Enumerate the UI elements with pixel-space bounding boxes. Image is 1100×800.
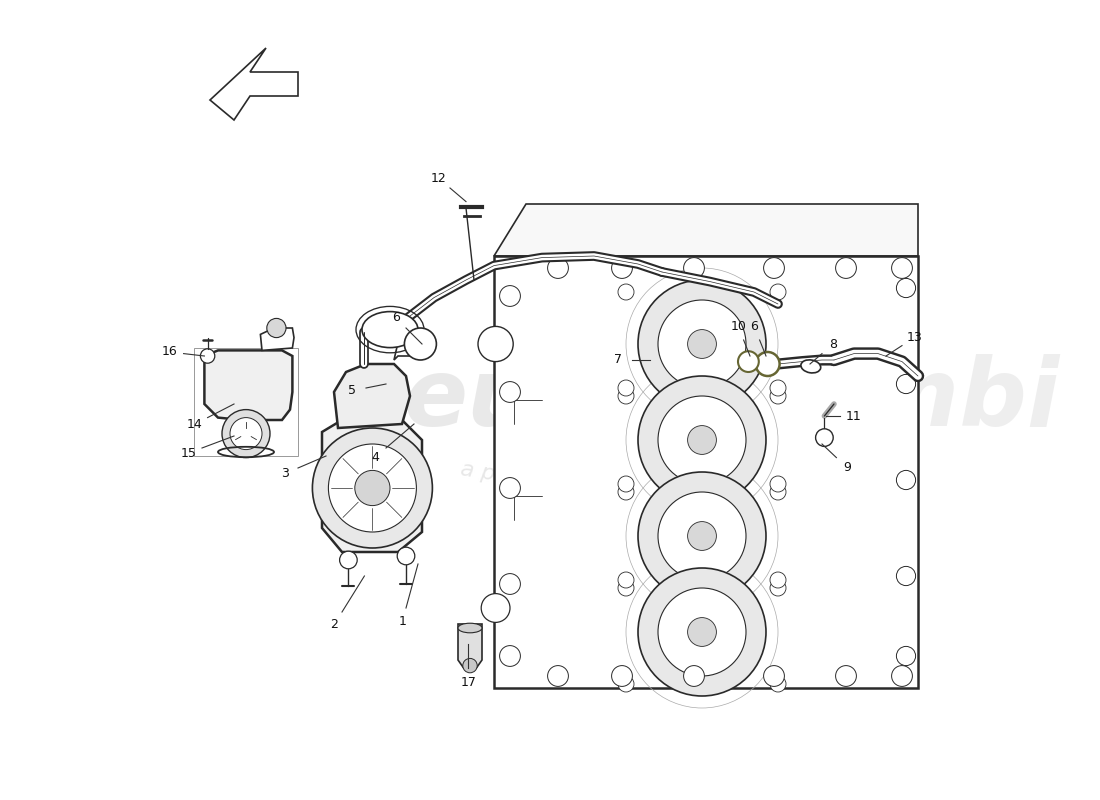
Circle shape [770,676,786,692]
Circle shape [222,410,270,458]
Circle shape [658,396,746,484]
Text: 16: 16 [162,346,177,358]
Circle shape [618,476,634,492]
Circle shape [770,388,786,404]
Circle shape [836,666,857,686]
Circle shape [688,618,716,646]
Polygon shape [322,420,422,552]
Polygon shape [394,342,426,360]
Circle shape [618,572,634,588]
Circle shape [612,258,632,278]
Circle shape [638,472,766,600]
Polygon shape [494,204,918,256]
Circle shape [892,666,912,686]
Circle shape [683,666,704,686]
Circle shape [499,286,520,306]
Ellipse shape [362,312,418,347]
Text: 17: 17 [461,676,476,689]
Text: ricambi: ricambi [662,354,1059,446]
Circle shape [638,568,766,696]
Text: 15: 15 [180,446,197,459]
Text: 10: 10 [730,320,746,333]
Circle shape [267,318,286,338]
Circle shape [618,388,634,404]
Text: 4: 4 [371,451,380,464]
Circle shape [499,646,520,666]
Text: 1: 1 [398,615,406,628]
Circle shape [763,666,784,686]
Circle shape [738,351,759,372]
Text: 7: 7 [614,354,622,366]
Polygon shape [494,256,918,688]
Polygon shape [334,364,410,428]
Circle shape [836,258,857,278]
Text: 8: 8 [829,338,837,350]
Circle shape [499,478,520,498]
Text: 13: 13 [906,331,922,344]
Circle shape [618,580,634,596]
Circle shape [658,588,746,676]
Circle shape [658,300,746,388]
Text: a passion for Autos since 1985: a passion for Autos since 1985 [460,459,801,533]
Circle shape [688,426,716,454]
Text: 14: 14 [187,418,202,430]
Circle shape [548,258,569,278]
Circle shape [200,349,214,363]
Circle shape [618,380,634,396]
Circle shape [340,551,358,569]
Circle shape [405,328,437,360]
Circle shape [770,484,786,500]
Circle shape [896,278,915,298]
Text: 6: 6 [750,320,758,333]
Circle shape [618,676,634,692]
Circle shape [770,284,786,300]
Ellipse shape [458,623,482,633]
Circle shape [312,428,432,548]
Circle shape [896,470,915,490]
Circle shape [896,374,915,394]
Circle shape [618,284,634,300]
Text: 11: 11 [846,410,862,422]
Circle shape [688,330,716,358]
Polygon shape [458,624,482,670]
Circle shape [463,658,477,673]
Ellipse shape [801,360,821,373]
Circle shape [499,382,520,402]
Circle shape [770,476,786,492]
Circle shape [770,572,786,588]
Circle shape [756,352,780,376]
Circle shape [815,429,833,446]
Circle shape [770,380,786,396]
Circle shape [892,258,912,278]
Text: euro: euro [403,354,646,446]
Text: 9: 9 [843,461,850,474]
Text: 3: 3 [280,467,288,480]
Circle shape [658,492,746,580]
Text: 12: 12 [431,172,447,185]
Circle shape [896,566,915,586]
Circle shape [329,444,417,532]
Circle shape [763,258,784,278]
Circle shape [355,470,390,506]
Circle shape [770,580,786,596]
Circle shape [478,326,514,362]
Circle shape [481,594,510,622]
Circle shape [683,258,704,278]
Text: 6: 6 [392,311,399,324]
Circle shape [612,666,632,686]
Circle shape [688,522,716,550]
Text: 2: 2 [330,618,339,630]
Polygon shape [205,350,293,420]
Circle shape [618,484,634,500]
Circle shape [230,418,262,450]
Circle shape [548,666,569,686]
Polygon shape [210,48,298,120]
Polygon shape [261,328,294,350]
Circle shape [397,547,415,565]
Circle shape [638,376,766,504]
Circle shape [896,646,915,666]
Circle shape [638,280,766,408]
Text: 5: 5 [348,384,356,398]
Circle shape [499,574,520,594]
